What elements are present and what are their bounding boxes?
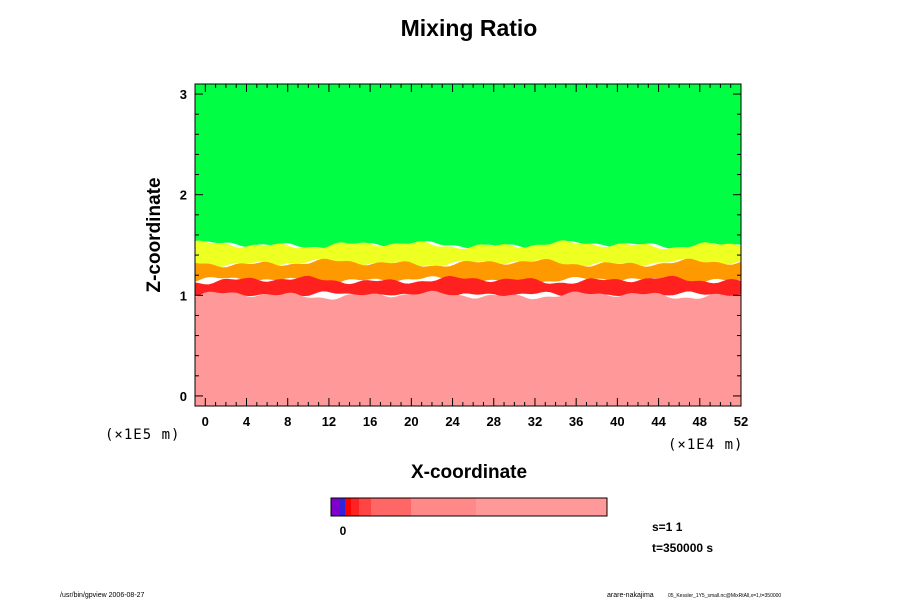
footer-left: /usr/bin/gpview 2006-08-27: [60, 592, 145, 599]
colorbar-swatch: [345, 498, 351, 516]
x-tick-label: 44: [651, 414, 666, 429]
y-scale-label: (×1E5 m): [105, 427, 180, 443]
x-tick-label: 32: [528, 414, 542, 429]
t-label: t=350000 s: [652, 541, 713, 555]
y-tick-label: 0: [180, 389, 187, 404]
x-tick-label: 20: [404, 414, 418, 429]
x-tick-label: 4: [243, 414, 251, 429]
colorbar-tick-label: 0: [340, 524, 347, 538]
y-tick-label: 3: [180, 87, 187, 102]
chart-title: Mixing Ratio: [400, 15, 538, 41]
colorbar-swatch: [331, 498, 339, 516]
x-scale-label: (×1E4 m): [668, 437, 743, 453]
plot-frame: [194, 83, 742, 407]
footer-right-path: 05_Kessler_1Y5_small.nc@MixRtAll,x=1,t=3…: [668, 593, 781, 599]
x-tick-label: 24: [445, 414, 460, 429]
x-tick-label: 28: [487, 414, 501, 429]
mixing-ratio-field: [195, 84, 741, 406]
x-tick-label: 0: [202, 414, 209, 429]
field-layer-interface-red: [195, 275, 741, 300]
axis-ticks: [194, 84, 742, 406]
y-tick-labels: 0 1 2 3: [180, 87, 187, 404]
colorbar-swatch: [476, 498, 607, 516]
colorbar-swatch: [371, 498, 411, 516]
y-tick-label: 2: [180, 188, 187, 203]
colorbar-swatch: [351, 498, 359, 516]
field-layer-transition-orange: [195, 258, 741, 284]
x-tick-label: 48: [693, 414, 707, 429]
s-label: s=1 1: [652, 520, 683, 534]
colorbar: [330, 497, 608, 517]
colorbar-swatch: [339, 498, 345, 516]
x-axis-title: X-coordinate: [411, 462, 527, 483]
colorbar-swatch: [359, 498, 371, 516]
x-tick-label: 8: [284, 414, 291, 429]
colorbar-frame: [330, 497, 608, 517]
x-tick-label: 52: [734, 414, 748, 429]
x-tick-label: 40: [610, 414, 624, 429]
x-tick-label: 16: [363, 414, 377, 429]
x-tick-label: 36: [569, 414, 583, 429]
field-layer-upper: [195, 84, 741, 249]
x-tick-label: 12: [322, 414, 336, 429]
x-tick-labels: 0 4 8 12 16 20 24 28 32 36 40 44 48 52: [202, 414, 749, 429]
y-axis-title: Z-coordinate: [144, 177, 165, 292]
footer-right-user: arare-nakajima: [607, 592, 654, 599]
colorbar-swatch: [411, 498, 476, 516]
field-layer-lower: [195, 290, 741, 406]
y-tick-label: 1: [180, 288, 187, 303]
